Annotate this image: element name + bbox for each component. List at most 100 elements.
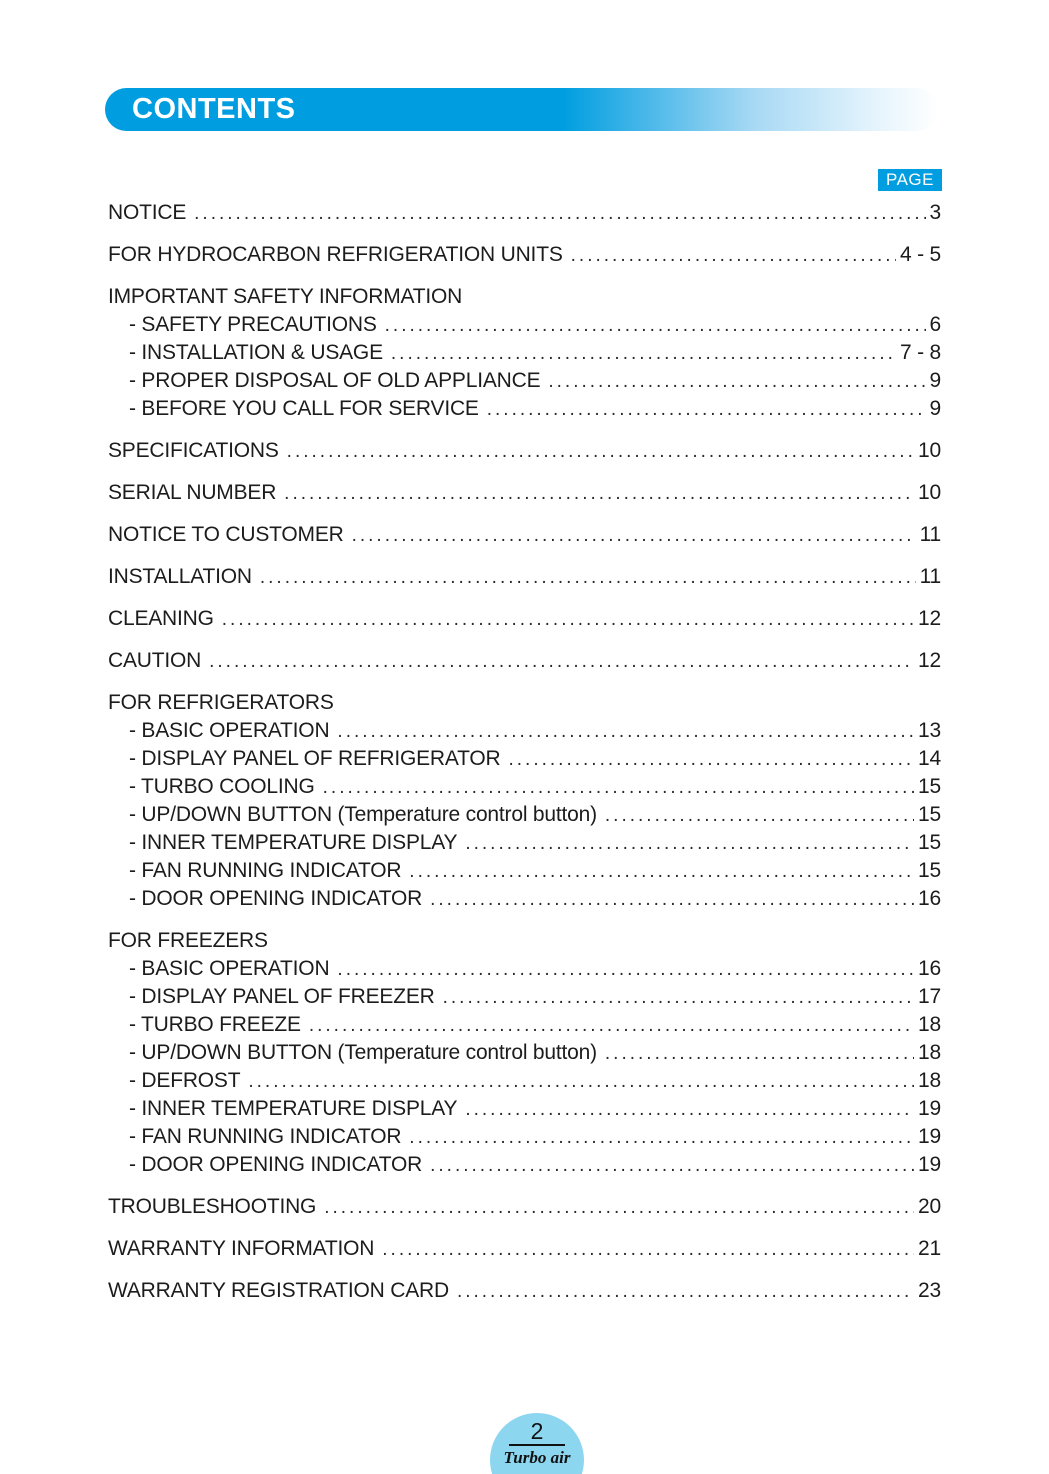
toc-entry: - FAN RUNNING INDICATOR 15 <box>108 857 941 885</box>
toc-entry-page: 19 <box>918 1125 941 1148</box>
toc-entry-label: - FAN RUNNING INDICATOR <box>129 859 402 882</box>
toc-entry: CLEANING 12 <box>108 605 941 633</box>
toc-entry-page: 13 <box>918 719 941 742</box>
toc-entry: - TURBO COOLING 15 <box>108 773 941 801</box>
toc-entry-page: 6 <box>929 313 942 336</box>
toc-entry-label: - TURBO COOLING <box>129 775 315 798</box>
toc-entry: WARRANTY REGISTRATION CARD 23 <box>108 1277 941 1305</box>
toc-entry: TROUBLESHOOTING 20 <box>108 1193 941 1221</box>
dot-leader <box>465 1095 914 1124</box>
toc-entry: FOR FREEZERS <box>108 927 941 955</box>
dot-leader <box>430 885 914 914</box>
toc-entry-label: - TURBO FREEZE <box>129 1013 301 1036</box>
toc-entry-page: 21 <box>918 1237 941 1260</box>
toc-entry-label: - FAN RUNNING INDICATOR <box>129 1125 402 1148</box>
toc-entry-page: 9 <box>929 369 942 392</box>
toc-entry-page: 9 <box>929 397 942 420</box>
toc-entry-label: SERIAL NUMBER <box>108 481 277 504</box>
toc-entry-page: 15 <box>918 803 941 826</box>
toc-entry-page: 15 <box>918 859 941 882</box>
toc-entry-page: 15 <box>918 775 941 798</box>
dot-leader <box>309 1011 914 1040</box>
toc-entry: - INNER TEMPERATURE DISPLAY 19 <box>108 1095 941 1123</box>
toc-entry-page: 18 <box>918 1041 941 1064</box>
toc-entry: - FAN RUNNING INDICATOR 19 <box>108 1123 941 1151</box>
dot-leader <box>324 1193 914 1222</box>
toc-entry: - DOOR OPENING INDICATOR 19 <box>108 1151 941 1179</box>
toc-entry: - BEFORE YOU CALL FOR SERVICE 9 <box>108 395 941 423</box>
dot-leader <box>457 1277 914 1306</box>
dot-leader <box>391 339 896 368</box>
toc-entry-page: 16 <box>918 957 941 980</box>
dot-leader <box>430 1151 914 1180</box>
toc-entry-label: - PROPER DISPOSAL OF OLD APPLIANCE <box>129 369 541 392</box>
dot-leader <box>548 367 925 396</box>
dot-leader <box>222 605 914 634</box>
toc-entry-label: - DEFROST <box>129 1069 241 1092</box>
toc-entry-label: - DISPLAY PANEL OF REFRIGERATOR <box>129 747 501 770</box>
toc-entry-page: 7 - 8 <box>899 341 941 364</box>
toc-entry: INSTALLATION 11 <box>108 563 941 591</box>
toc-entry-label: FOR REFRIGERATORS <box>108 691 334 714</box>
toc-entry-label: - BASIC OPERATION <box>129 957 330 980</box>
toc-entry-label: IMPORTANT SAFETY INFORMATION <box>108 285 463 308</box>
toc-entry-label: - BEFORE YOU CALL FOR SERVICE <box>129 397 479 420</box>
toc-list: NOTICE 3 FOR HYDROCARBON REFRIGERATION U… <box>108 199 941 1305</box>
toc-entry: - TURBO FREEZE 18 <box>108 1011 941 1039</box>
toc-entry-page: 17 <box>918 985 941 1008</box>
toc-entry-page: 11 <box>919 523 942 546</box>
dot-leader <box>352 521 916 550</box>
toc-entry-label: INSTALLATION <box>108 565 252 588</box>
toc-entry-page: 4 - 5 <box>899 243 941 266</box>
toc-entry: - INNER TEMPERATURE DISPLAY 15 <box>108 829 941 857</box>
toc-entry-page: 23 <box>918 1279 941 1302</box>
toc-entry-page: 11 <box>919 565 942 588</box>
footer-page-number: 2 <box>530 1418 544 1444</box>
footer-divider <box>509 1444 565 1446</box>
brand-page-badge: 2 Turbo air <box>490 1413 584 1474</box>
toc-entry-page: 10 <box>918 481 941 504</box>
contents-header-bar: CONTENTS <box>105 88 938 131</box>
toc-entry-page: 20 <box>918 1195 941 1218</box>
toc-entry: - UP/DOWN BUTTON (Temperature control bu… <box>108 1039 941 1067</box>
toc-entry-page: 12 <box>918 607 941 630</box>
dot-leader <box>465 829 914 858</box>
dot-leader <box>605 801 914 830</box>
toc-entry: WARRANTY INFORMATION 21 <box>108 1235 941 1263</box>
toc-entry-page: 18 <box>918 1069 941 1092</box>
dot-leader <box>605 1039 914 1068</box>
toc-entry: - DISPLAY PANEL OF FREEZER 17 <box>108 983 941 1011</box>
toc-entry: - PROPER DISPOSAL OF OLD APPLIANCE 9 <box>108 367 941 395</box>
dot-leader <box>194 199 925 228</box>
toc-entry-label: FOR HYDROCARBON REFRIGERATION UNITS <box>108 243 563 266</box>
toc-entry-label: - UP/DOWN BUTTON (Temperature control bu… <box>129 803 597 826</box>
toc-entry: - DEFROST 18 <box>108 1067 941 1095</box>
dot-leader <box>409 857 914 886</box>
toc-entry-label: - INNER TEMPERATURE DISPLAY <box>129 1097 458 1120</box>
toc-entry: - DISPLAY PANEL OF REFRIGERATOR 14 <box>108 745 941 773</box>
toc-entry-page: 3 <box>929 201 942 224</box>
dot-leader <box>571 241 896 270</box>
dot-leader <box>337 955 914 984</box>
dot-leader <box>382 1235 914 1264</box>
page-title: CONTENTS <box>132 93 296 125</box>
toc-entry-label: NOTICE TO CUSTOMER <box>108 523 344 546</box>
toc-entry-label: - UP/DOWN BUTTON (Temperature control bu… <box>129 1041 597 1064</box>
dot-leader <box>209 647 914 676</box>
toc-entry-label: - DOOR OPENING INDICATOR <box>129 887 423 910</box>
toc-entry: - BASIC OPERATION 13 <box>108 717 941 745</box>
toc-entry: CAUTION 12 <box>108 647 941 675</box>
toc-entry: FOR HYDROCARBON REFRIGERATION UNITS 4 - … <box>108 241 941 269</box>
toc-entry-page: 14 <box>918 747 941 770</box>
dot-leader <box>409 1123 914 1152</box>
toc-entry-label: SPECIFICATIONS <box>108 439 279 462</box>
toc-entry-label: WARRANTY INFORMATION <box>108 1237 375 1260</box>
toc-entry: - BASIC OPERATION 16 <box>108 955 941 983</box>
dot-leader <box>287 437 914 466</box>
toc-entry-page: 12 <box>918 649 941 672</box>
dot-leader <box>248 1067 914 1096</box>
toc-entry: - SAFETY PRECAUTIONS 6 <box>108 311 941 339</box>
toc-entry-page: 10 <box>918 439 941 462</box>
toc-entry: - UP/DOWN BUTTON (Temperature control bu… <box>108 801 941 829</box>
